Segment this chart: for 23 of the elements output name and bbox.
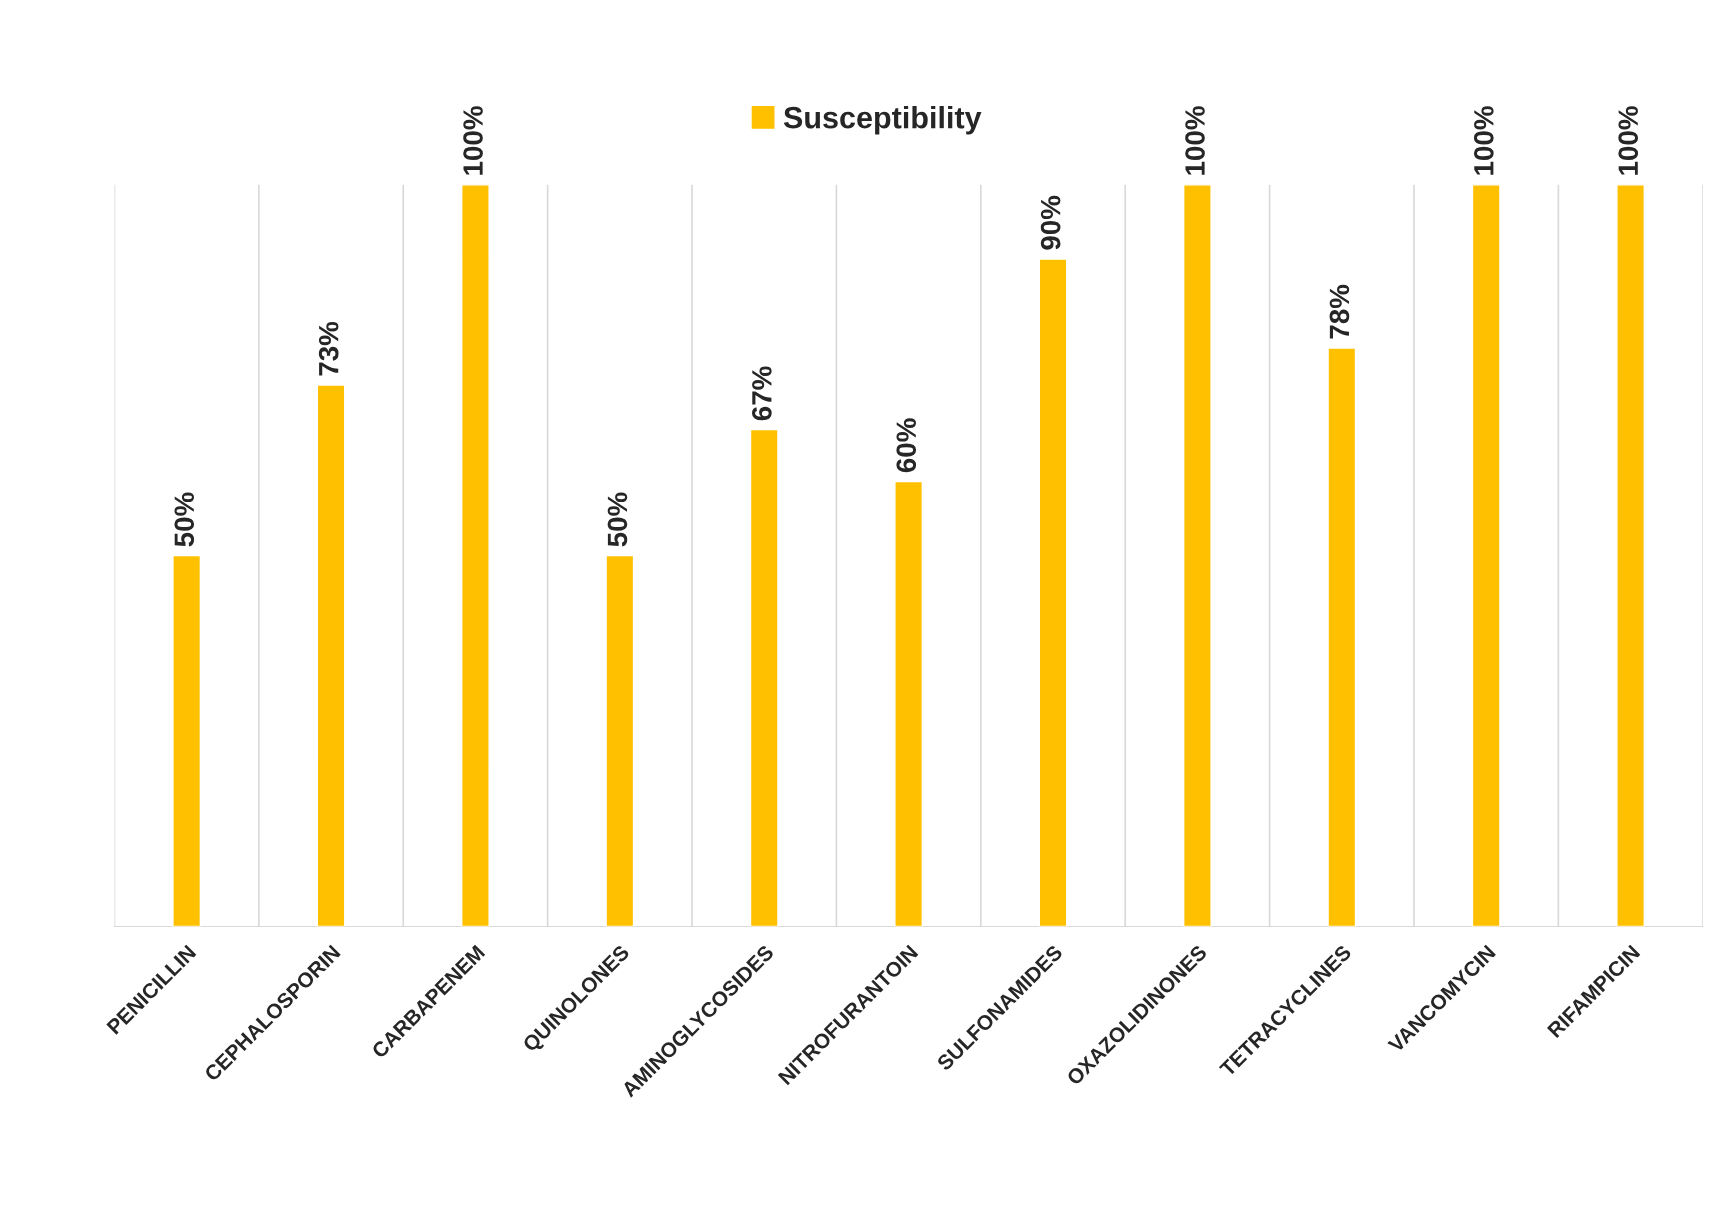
bar — [1182, 184, 1212, 927]
bar — [749, 428, 779, 927]
bar — [605, 554, 635, 927]
data-label: 78% — [1329, 284, 1350, 339]
data-label: 50% — [174, 492, 195, 547]
bar — [316, 384, 346, 927]
legend-label: Susceptibility — [783, 106, 982, 135]
bar — [172, 554, 202, 927]
data-label: 100% — [1618, 106, 1639, 175]
data-label: 67% — [752, 366, 772, 421]
bar — [1327, 347, 1357, 927]
data-label: 60% — [896, 418, 917, 473]
data-label: 50% — [607, 492, 628, 547]
bar — [894, 480, 924, 927]
data-label: 73% — [318, 321, 339, 376]
data-label: 90% — [1040, 195, 1061, 250]
bar — [1616, 184, 1646, 927]
bar — [1038, 258, 1068, 927]
data-label: 100% — [1473, 106, 1494, 175]
bar — [1471, 184, 1501, 927]
bar — [461, 184, 490, 927]
data-label: 100% — [1185, 106, 1205, 175]
data-label: 100% — [463, 106, 483, 175]
